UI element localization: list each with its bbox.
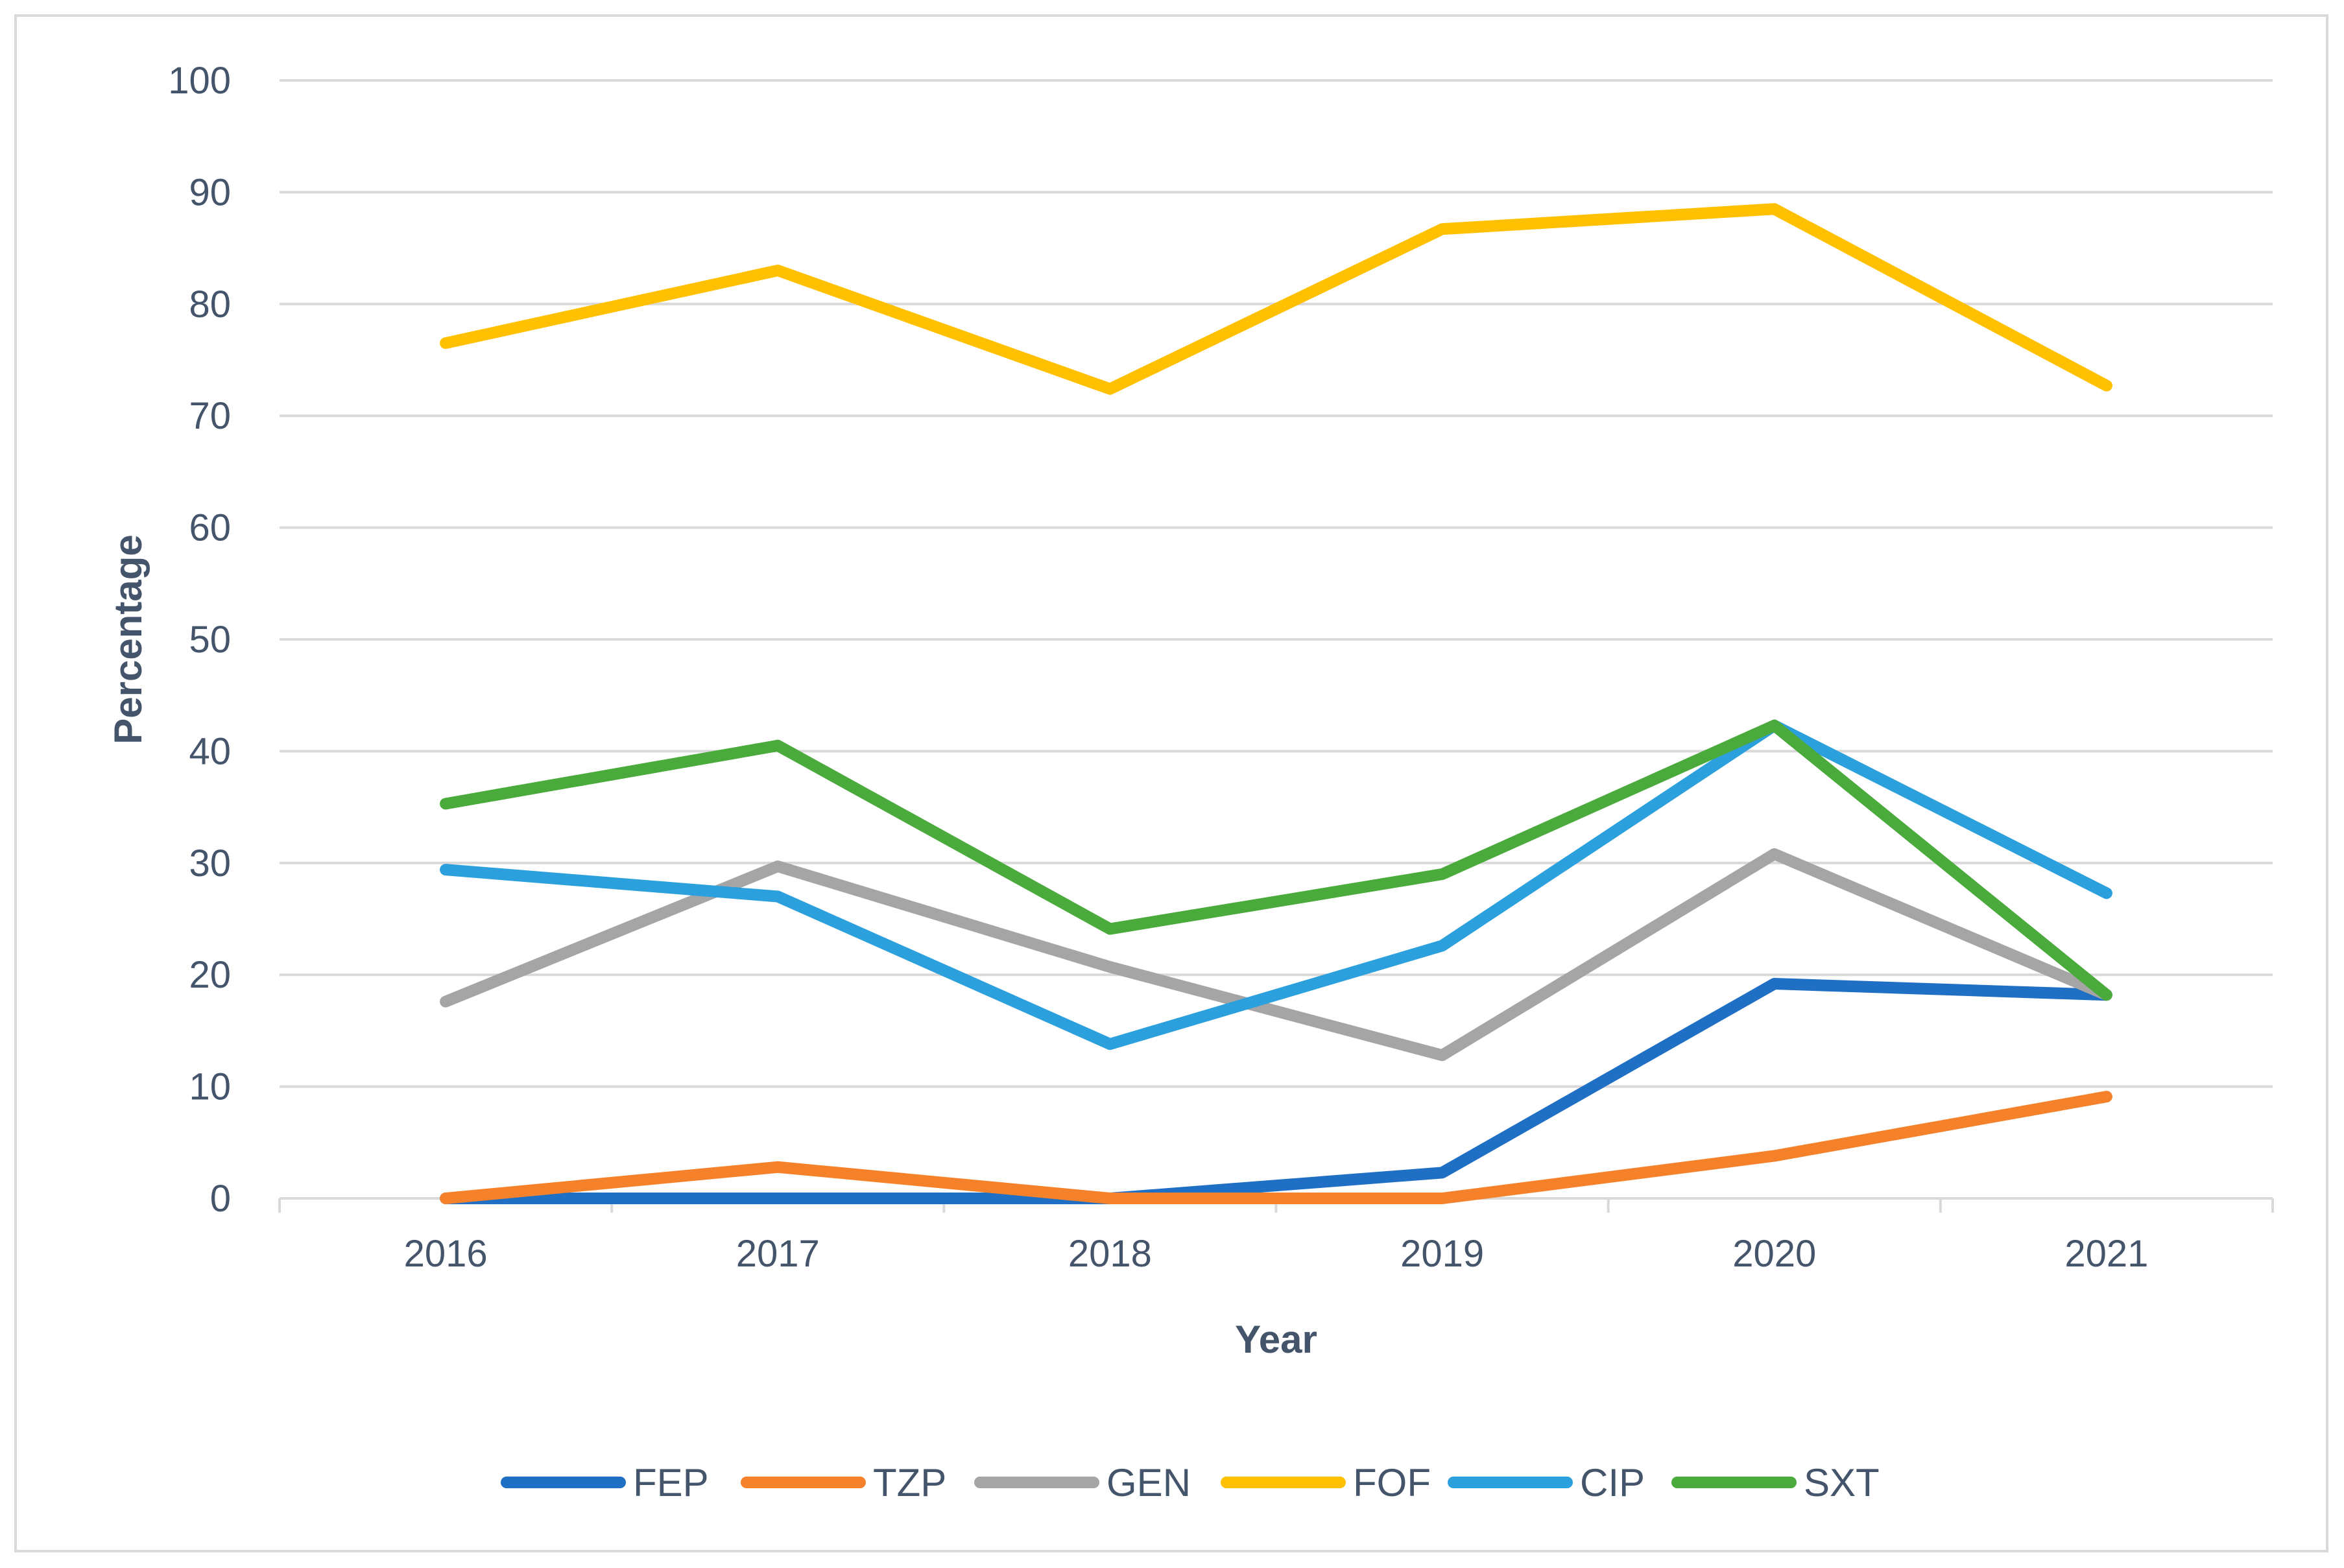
x-tick-label: 2019 — [1400, 1233, 1484, 1275]
legend: FEP TZP GEN FOF CIP SXT — [501, 1461, 1880, 1504]
legend-item-fep: FEP — [501, 1461, 709, 1504]
x-tick-label: 2018 — [1068, 1233, 1152, 1275]
x-axis-tick-labels: 2016 2017 2018 2019 2020 2021 — [404, 1233, 2149, 1275]
x-tick-label: 2016 — [404, 1233, 488, 1275]
y-tick-label: 100 — [168, 60, 231, 102]
chart-frame: 0 10 20 30 40 50 60 70 80 90 100 2016 2017 2018 2019 2… — [14, 14, 2328, 1552]
legend-item-tzp: TZP — [741, 1461, 946, 1504]
series-line-fep — [440, 977, 2112, 1204]
gridlines — [280, 79, 2273, 1088]
legend-item-sxt: SXT — [1671, 1461, 1880, 1504]
x-tick-label: 2017 — [736, 1233, 820, 1275]
x-tick-label: 2021 — [2064, 1233, 2148, 1275]
legend-item-gen: GEN — [974, 1461, 1191, 1504]
y-axis-title: Percentage — [106, 534, 150, 744]
legend-label: TZP — [873, 1461, 946, 1504]
x-tick-label: 2020 — [1732, 1233, 1816, 1275]
legend-label: GEN — [1106, 1461, 1191, 1504]
legend-label: FOF — [1353, 1461, 1431, 1504]
y-tick-label: 20 — [189, 954, 231, 996]
series-lines — [440, 203, 2112, 1204]
legend-item-cip: CIP — [1448, 1461, 1645, 1504]
series-line-tzp — [440, 1091, 2112, 1204]
x-axis-title: Year — [1235, 1318, 1317, 1361]
y-tick-label: 50 — [189, 619, 231, 661]
y-axis-tick-labels: 0 10 20 30 40 50 60 70 80 90 100 — [168, 60, 231, 1220]
series-line-fof — [440, 203, 2112, 395]
series-line-sxt — [440, 719, 2112, 1001]
legend-label: CIP — [1580, 1461, 1645, 1504]
y-tick-label: 60 — [189, 507, 231, 549]
legend-label: SXT — [1804, 1461, 1880, 1504]
y-tick-label: 10 — [189, 1066, 231, 1108]
y-tick-label: 0 — [210, 1178, 231, 1220]
y-tick-label: 90 — [189, 171, 231, 213]
legend-item-fof: FOF — [1221, 1461, 1431, 1504]
y-tick-label: 40 — [189, 730, 231, 772]
series-line-cip — [440, 719, 2112, 1051]
legend-label: FEP — [633, 1461, 709, 1504]
y-tick-label: 30 — [189, 842, 231, 885]
y-tick-label: 80 — [189, 283, 231, 326]
y-tick-label: 70 — [189, 395, 231, 437]
